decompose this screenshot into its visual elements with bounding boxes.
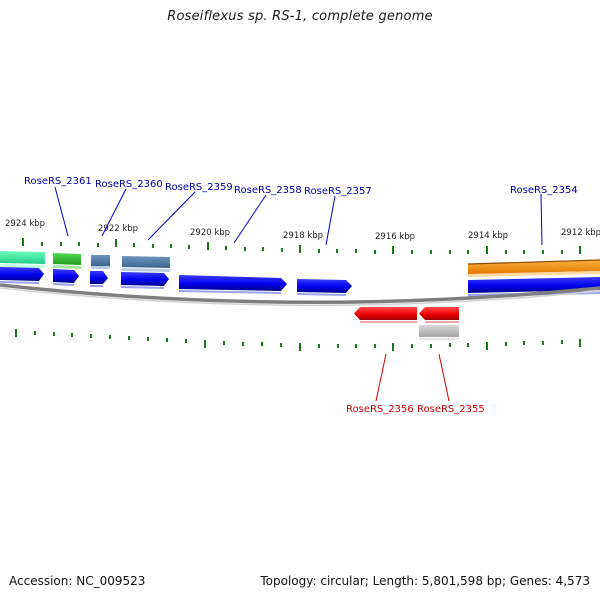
gene-arrow-reverse[interactable] <box>354 307 417 320</box>
feature-track <box>0 251 600 277</box>
gene-arrow-shadow <box>360 321 417 323</box>
orange-feature-edge <box>467 259 600 265</box>
gene-label[interactable]: RoseRS_2360 <box>95 179 163 190</box>
accession-text: Accession: NC_009523 <box>9 574 146 588</box>
scale-label: 2916 kbp <box>375 232 415 242</box>
leader-line <box>147 191 196 241</box>
steel-feature-shadow <box>91 266 110 269</box>
lower-ticks <box>15 329 581 351</box>
genome-backbone <box>0 283 600 305</box>
leader-line <box>438 353 450 402</box>
leader-line <box>540 193 543 246</box>
gene-arrow-forward[interactable] <box>179 275 287 291</box>
gene-arrow-forward[interactable] <box>53 269 79 283</box>
leader-line <box>101 188 127 237</box>
aqua-feature-shadow <box>0 264 45 268</box>
scale-label: 2920 kbp <box>190 228 230 238</box>
upper-ticks <box>22 238 581 254</box>
gene-arrow-shadow <box>0 281 39 284</box>
gene-arrow-forward[interactable] <box>0 267 44 281</box>
green-feature[interactable] <box>53 253 81 265</box>
aqua-feature[interactable] <box>0 251 45 264</box>
gene-arrow-forward[interactable] <box>468 277 600 293</box>
genome-backbone-shadow <box>0 287 600 307</box>
leader-line <box>325 195 336 246</box>
gene-arrow-shadow <box>425 321 459 323</box>
grey-feature[interactable] <box>419 325 459 337</box>
gene-arrow-shadow <box>297 293 346 296</box>
scale-label: 2918 kbp <box>283 231 323 241</box>
steel-feature[interactable] <box>91 255 110 266</box>
top-leader-lines <box>54 186 543 246</box>
gene-arrow-forward[interactable] <box>297 279 352 293</box>
leader-line <box>233 194 267 244</box>
gene-arrow-shadow <box>53 283 74 286</box>
gene-arrow-shadow <box>90 285 103 287</box>
scale-label: 2914 kbp <box>468 231 508 241</box>
gene-label[interactable]: RoseRS_2354 <box>510 185 578 196</box>
gene-arrow-forward[interactable] <box>121 272 169 286</box>
orange-feature-shadow <box>468 271 600 277</box>
gene-arrow-shadow <box>121 286 164 289</box>
steel-feature[interactable] <box>122 256 170 268</box>
gene-arrow-shadow <box>179 290 281 294</box>
gene-arrow-forward[interactable] <box>90 271 108 284</box>
leader-line <box>54 186 69 237</box>
green-feature-shadow <box>53 265 81 269</box>
genome-title: Roseiflexus sp. RS-1, complete genome <box>167 9 433 24</box>
gene-label[interactable]: RoseRS_2357 <box>304 186 372 197</box>
scale-label: 2922 kbp <box>98 224 138 234</box>
leader-line <box>375 353 387 402</box>
gene-label[interactable]: RoseRS_2359 <box>165 182 233 193</box>
steel-feature-shadow <box>122 268 170 272</box>
gene-label[interactable]: RoseRS_2356 <box>346 404 414 415</box>
gene-label[interactable]: RoseRS_2361 <box>24 176 92 187</box>
gene-arrow-reverse[interactable] <box>419 307 459 320</box>
scale-label: 2912 kbp <box>561 228 600 238</box>
scale-label: 2924 kbp <box>5 219 45 229</box>
genome-summary: Topology: circular; Length: 5,801,598 bp… <box>260 574 590 588</box>
gene-label[interactable]: RoseRS_2358 <box>234 185 302 196</box>
bottom-leader-lines <box>375 353 450 402</box>
grey-feature-shadow <box>419 338 459 340</box>
reverse-strand <box>354 307 459 340</box>
gene-label[interactable]: RoseRS_2355 <box>417 404 485 415</box>
